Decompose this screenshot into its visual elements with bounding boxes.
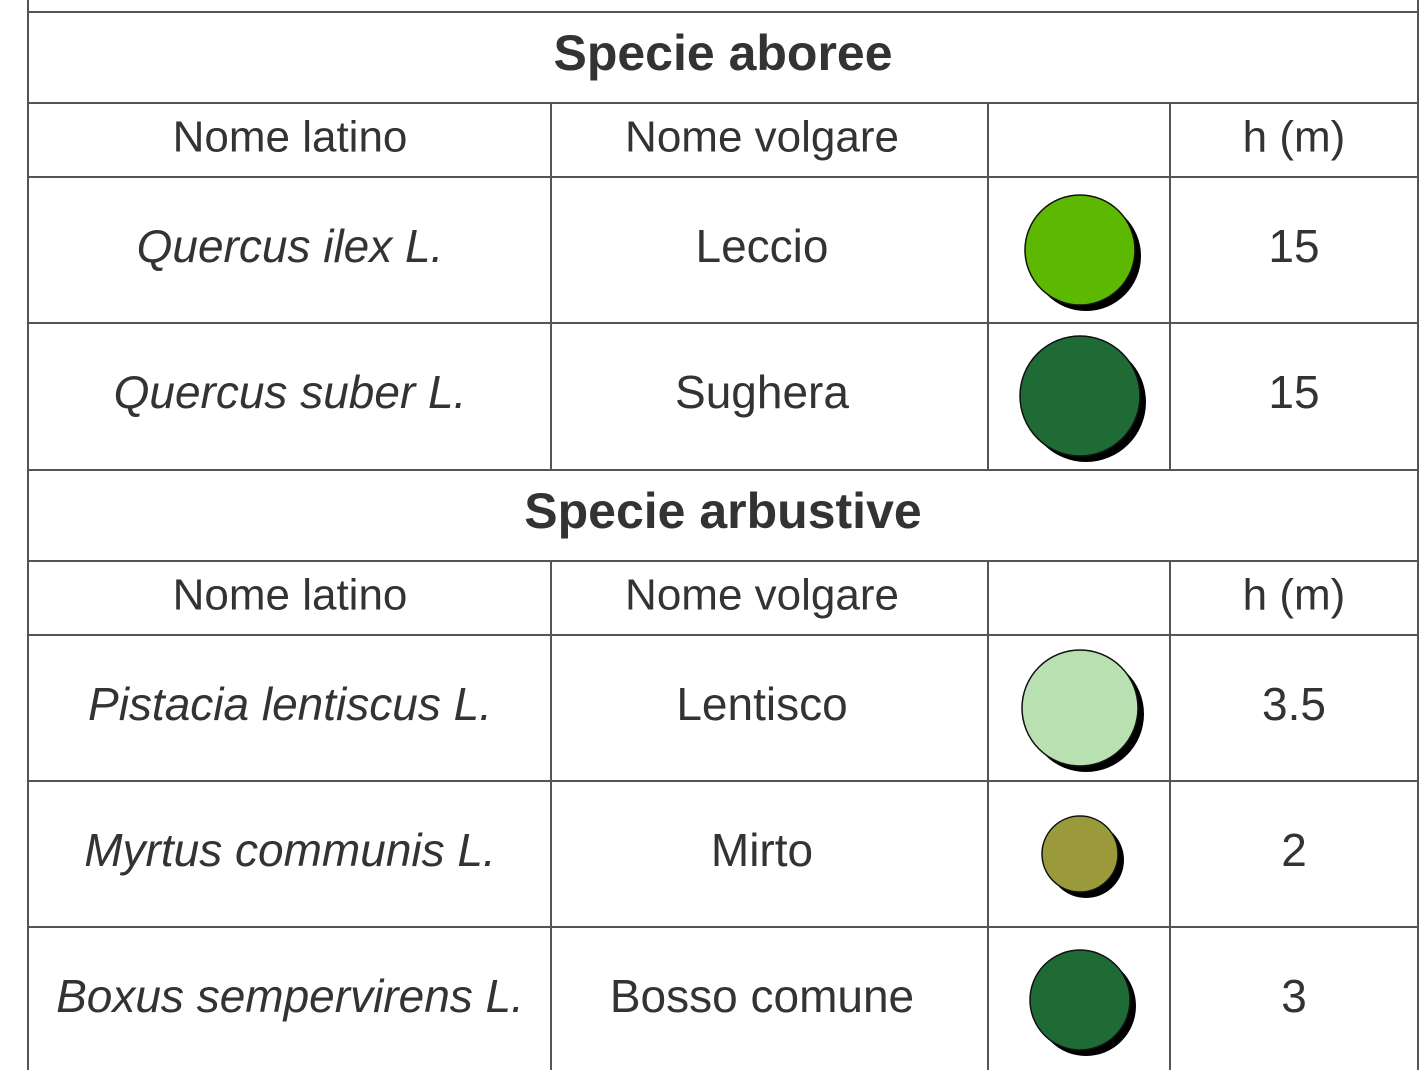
header-cell: Nome volgare [625,113,899,162]
tree-symbol [1024,194,1136,306]
common-name: Bosso comune [610,970,914,1022]
height: 2 [1281,824,1307,876]
height: 15 [1268,366,1319,418]
height: 15 [1268,220,1319,272]
height: 3 [1281,970,1307,1022]
section-title: Specie arbustive [524,483,921,539]
common-name: Mirto [711,824,813,876]
common-name: Lentisco [676,678,847,730]
section-title: Specie aboree [553,25,892,81]
header-cell: h (m) [1243,113,1346,162]
tree-symbol [1021,649,1139,767]
latin-name: Quercus ilex L. [137,220,444,272]
header-cell: Nome latino [173,571,408,620]
latin-name: Quercus suber L. [114,366,467,418]
header-cell: Nome volgare [625,571,899,620]
tree-symbol [1019,335,1141,457]
header-cell: Nome latino [173,113,408,162]
latin-name: Pistacia lentiscus L. [88,678,492,730]
common-name: Sughera [675,366,849,418]
header-cell: h (m) [1243,571,1346,620]
tree-symbol [1041,815,1119,893]
height: 3.5 [1262,678,1326,730]
latin-name: Myrtus communis L. [84,824,496,876]
common-name: Leccio [696,220,829,272]
tree-symbol [1029,949,1131,1051]
latin-name: Boxus sempervirens L. [56,970,524,1022]
